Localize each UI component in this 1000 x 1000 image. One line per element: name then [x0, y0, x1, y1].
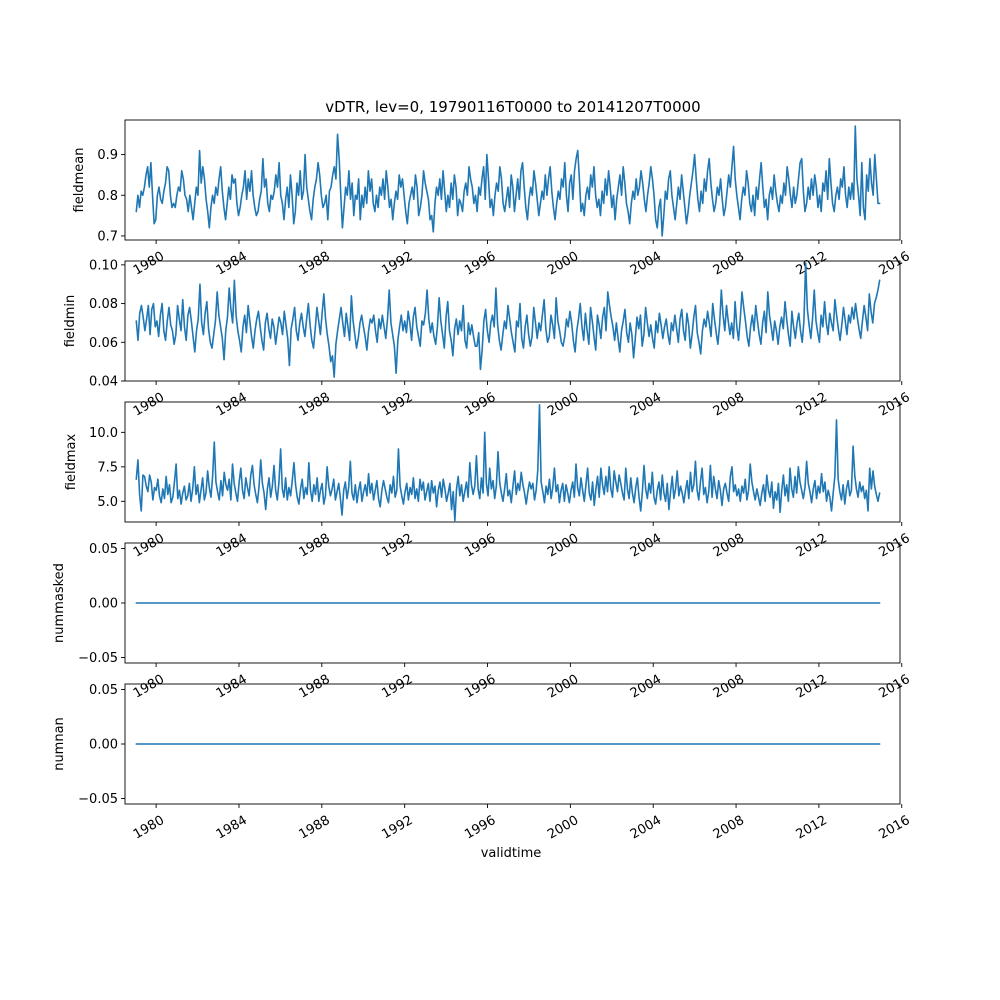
y-tick-label-fieldmin: 0.08 — [89, 297, 118, 312]
y-axis-label-fieldmax: fieldmax — [64, 434, 79, 491]
y-axis-label-fieldmin: fieldmin — [63, 295, 78, 348]
y-tick-label-fieldmean: 0.8 — [97, 189, 118, 204]
series-line-fieldmean — [135, 125, 881, 237]
y-axis-label-fieldmean: fieldmean — [72, 148, 87, 213]
axes-frame-fieldmin — [124, 260, 901, 382]
chart-title: vDTR, lev=0, 19790116T0000 to 20141207T0… — [325, 98, 700, 116]
x-axis-label: validtime — [481, 846, 542, 861]
y-tick-label-nummasked: 0.00 — [89, 597, 118, 612]
y-tick-label-fieldmin: 0.10 — [89, 258, 118, 273]
y-axis-label-nummasked: nummasked — [52, 563, 67, 643]
axes-frame-fieldmax — [124, 401, 901, 523]
y-tick-label-numnan: −0.05 — [78, 792, 118, 807]
series-line-fieldmax — [135, 403, 881, 522]
y-tick-label-numnan: 0.00 — [89, 738, 118, 753]
y-tick-label-fieldmin: 0.06 — [89, 336, 118, 351]
y-tick-label-fieldmean: 0.9 — [97, 148, 118, 163]
series-line-fieldmin — [135, 262, 881, 378]
axes-frame-fieldmean — [124, 119, 901, 241]
y-tick-label-fieldmax: 7.5 — [97, 460, 118, 475]
y-tick-label-nummasked: 0.05 — [89, 542, 118, 557]
y-tick-label-fieldmax: 10.0 — [89, 426, 118, 441]
y-axis-label-numnan: numnan — [52, 717, 67, 771]
y-tick-label-fieldmean: 0.7 — [97, 229, 118, 244]
y-tick-label-nummasked: −0.05 — [78, 651, 118, 666]
y-tick-label-fieldmin: 0.04 — [89, 375, 118, 390]
y-tick-label-numnan: 0.05 — [89, 683, 118, 698]
y-tick-label-fieldmax: 5.0 — [97, 495, 118, 510]
